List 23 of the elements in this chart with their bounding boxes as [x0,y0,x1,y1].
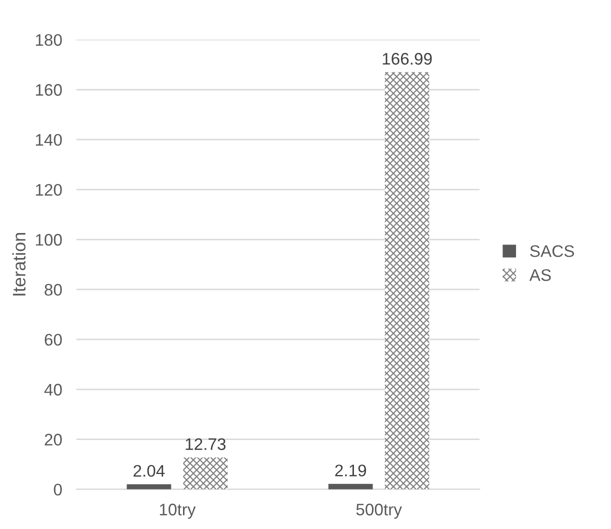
legend-label: AS [529,269,551,281]
data-label: 2.19 [335,464,366,476]
y-tick-label: 40 [44,384,62,396]
y-tick-label: 20 [44,434,62,446]
x-tick-label: 500try [356,504,402,519]
y-tick-label: 80 [44,284,62,296]
bar [384,72,430,490]
data-label: 2.04 [134,464,165,477]
bar [328,484,373,490]
y-tick-label: 0 [54,484,62,496]
bar [126,484,172,490]
legend-label: SACS [530,245,574,258]
y-axis-title: Iteration [12,233,26,296]
y-tick-label: 100 [36,234,62,246]
y-tick-label: 140 [36,134,62,146]
data-label: 12.73 [186,438,226,450]
data-label: 166.99 [382,52,432,65]
y-tick-label: 60 [44,334,62,346]
y-tick-label: 160 [36,84,62,96]
bar [183,458,228,490]
y-tick-label: 120 [36,184,62,196]
x-tick-label: 10try [160,504,196,519]
y-tick-label: 180 [36,34,62,46]
